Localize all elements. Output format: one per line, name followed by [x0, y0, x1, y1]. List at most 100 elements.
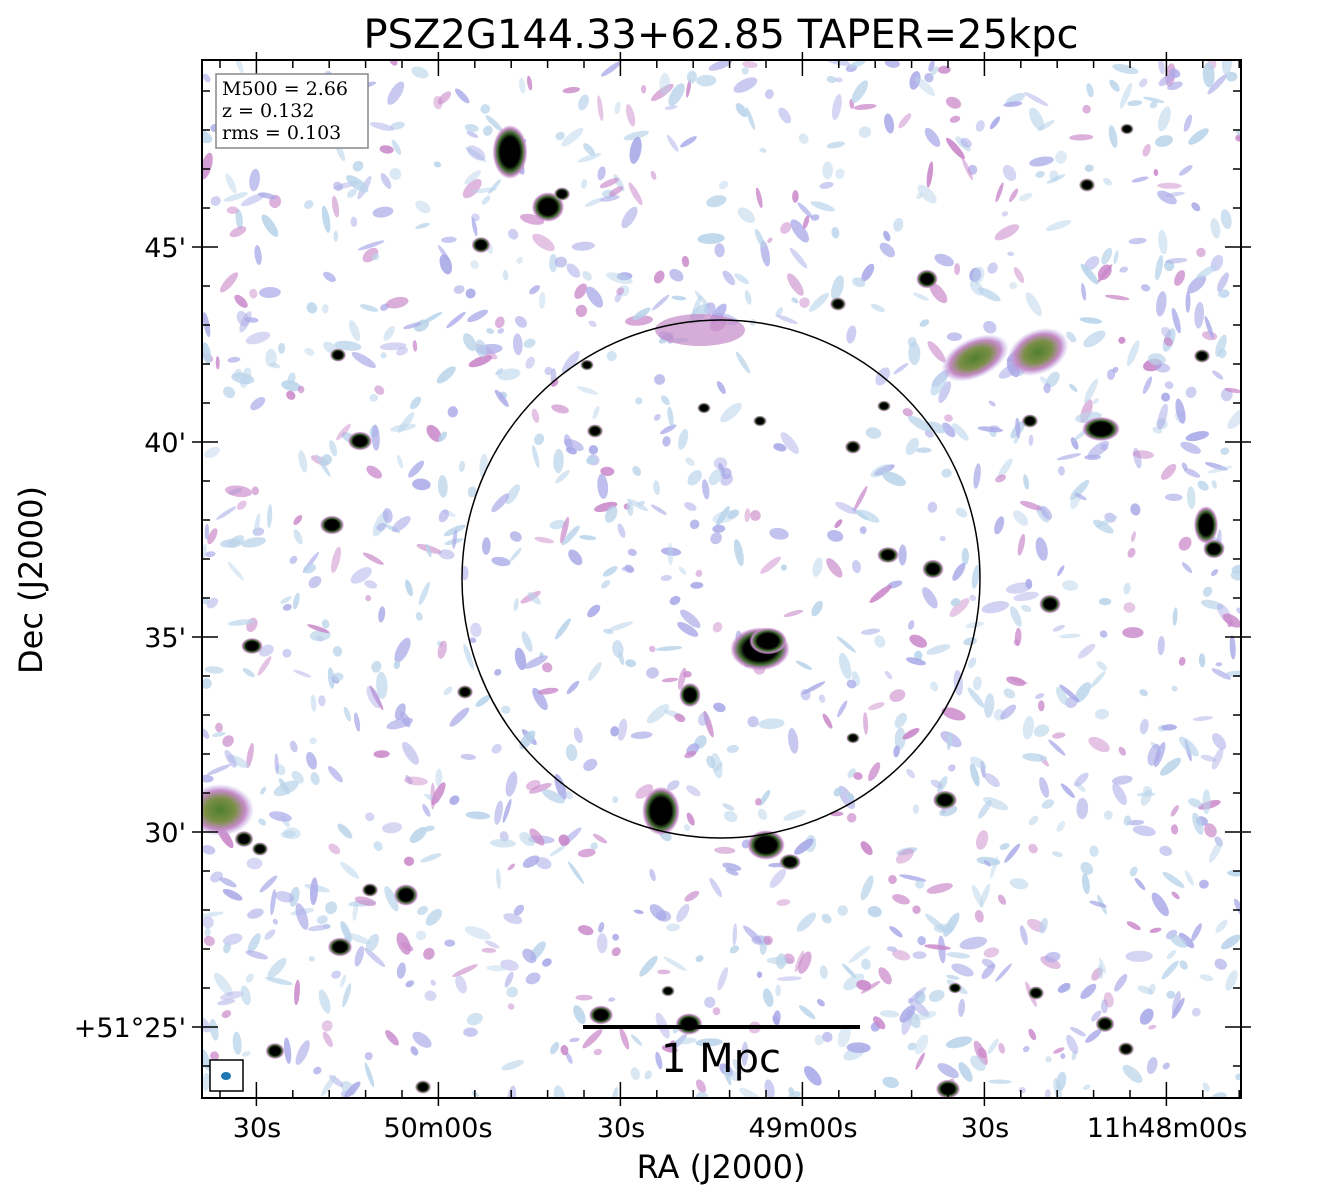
noise-blob	[1132, 825, 1156, 837]
noise-blob	[332, 646, 343, 657]
noise-blob	[712, 1007, 721, 1016]
noise-blob	[1122, 627, 1144, 639]
noise-blob	[610, 726, 619, 737]
noise-blob	[776, 315, 798, 325]
noise-blob	[405, 775, 413, 785]
noise-blob	[223, 192, 248, 202]
radio-source	[922, 559, 944, 579]
noise-blob	[565, 790, 573, 800]
noise-blob	[525, 972, 541, 985]
noise-blob	[889, 689, 906, 702]
noise-blob	[744, 290, 752, 305]
noise-blob	[632, 307, 651, 321]
noise-blob	[522, 855, 540, 868]
cluster-aperture-circle	[461, 319, 981, 839]
radio-source	[747, 830, 785, 860]
noise-blob	[526, 75, 533, 91]
noise-blob	[259, 875, 278, 893]
noise-blob	[286, 390, 296, 400]
noise-blob	[246, 742, 254, 769]
noise-blob	[366, 685, 381, 709]
noise-blob	[668, 83, 685, 106]
noise-blob	[475, 339, 487, 358]
noise-blob	[466, 1012, 483, 1026]
radio-source	[679, 682, 701, 708]
noise-blob	[454, 88, 470, 104]
noise-blob	[502, 269, 509, 281]
noise-blob	[928, 60, 935, 72]
noise-blob	[555, 131, 565, 141]
noise-blob	[423, 947, 435, 960]
noise-blob	[1037, 700, 1045, 712]
noise-blob	[1108, 125, 1118, 148]
radio-source	[829, 297, 847, 311]
noise-blob	[961, 157, 973, 181]
noise-blob	[612, 796, 619, 803]
noise-blob	[997, 894, 1007, 905]
noise-blob	[1162, 1062, 1170, 1070]
noise-blob	[274, 891, 295, 903]
noise-blob	[801, 681, 826, 695]
noise-blob	[344, 1081, 361, 1098]
noise-blob	[860, 628, 881, 635]
noise-blob	[834, 519, 843, 529]
noise-blob	[924, 429, 934, 438]
noise-blob	[1207, 465, 1233, 474]
noise-blob	[978, 799, 992, 819]
noise-blob	[764, 1079, 775, 1098]
noise-blob	[1022, 753, 1048, 762]
noise-blob	[1175, 398, 1186, 424]
noise-blob	[826, 141, 845, 149]
noise-blob	[382, 822, 403, 834]
noise-blob	[988, 400, 996, 407]
radio-source	[456, 685, 474, 699]
noise-blob	[674, 713, 686, 723]
noise-blob	[1096, 661, 1107, 671]
noise-blob	[582, 1028, 603, 1049]
noise-blob	[958, 998, 965, 1017]
noise-blob	[410, 1046, 419, 1056]
noise-blob	[1185, 291, 1191, 313]
noise-blob	[1055, 686, 1069, 706]
noise-blob	[899, 874, 927, 882]
noise-blob	[1056, 820, 1066, 832]
noise-blob	[884, 670, 893, 680]
noise-blob	[1192, 812, 1204, 835]
noise-blob	[1001, 211, 1009, 217]
noise-blob	[227, 619, 255, 626]
noise-blob	[1053, 1047, 1065, 1054]
noise-blob	[886, 946, 898, 952]
noise-blob	[1225, 670, 1241, 678]
noise-blob	[739, 1087, 762, 1098]
noise-blob	[322, 1031, 333, 1048]
noise-blob	[596, 933, 608, 954]
noise-blob	[1005, 582, 1033, 594]
noise-blob	[1044, 951, 1061, 963]
radio-source	[393, 884, 419, 906]
noise-blob	[1114, 973, 1128, 992]
noise-blob	[599, 177, 619, 189]
noise-blob	[1098, 597, 1112, 606]
noise-blob	[528, 782, 552, 794]
noise-blob	[270, 888, 276, 916]
noise-blob	[912, 905, 921, 914]
noise-blob	[706, 195, 727, 208]
noise-blob	[654, 374, 666, 385]
noise-blob	[327, 766, 343, 783]
noise-blob	[379, 342, 407, 351]
radio-source	[414, 1080, 432, 1094]
noise-blob	[304, 347, 315, 356]
noise-blob	[1060, 783, 1075, 798]
noise-blob	[1098, 957, 1106, 974]
noise-blob	[660, 574, 672, 582]
noise-blob	[1157, 182, 1182, 189]
noise-blob	[1052, 624, 1065, 632]
noise-blob	[612, 640, 624, 658]
noise-blob	[1161, 326, 1172, 338]
noise-blob	[597, 95, 604, 121]
noise-blob	[227, 356, 241, 363]
noise-blob	[763, 935, 773, 946]
noise-blob	[202, 911, 224, 919]
noise-blob	[1084, 378, 1098, 404]
noise-blob	[273, 780, 299, 797]
